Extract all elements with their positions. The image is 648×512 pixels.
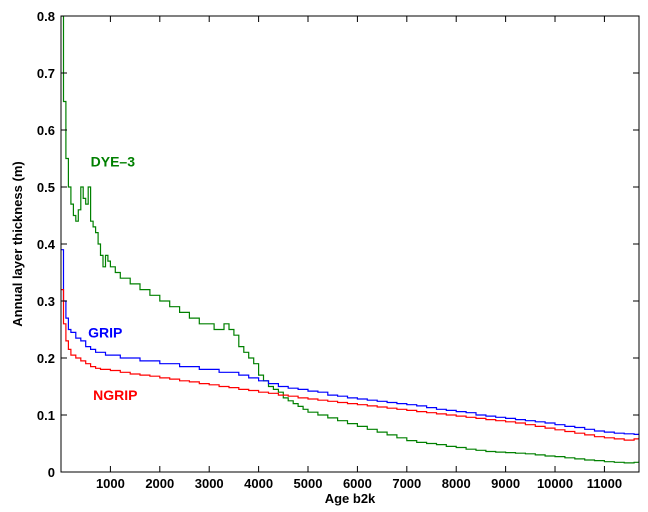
y-tick-label: 0.3 xyxy=(37,294,55,309)
series-line-dye-3 xyxy=(61,16,639,464)
x-axis-title: Age b2k xyxy=(325,491,376,506)
x-tick-label: 9000 xyxy=(491,476,520,491)
labels-layer: DYE–3 GRIP NGRIP xyxy=(88,153,137,403)
y-tick-label: 0.4 xyxy=(37,237,56,252)
series-label-ngrip: NGRIP xyxy=(93,387,137,403)
y-axis-title: Annual layer thickness (m) xyxy=(10,161,25,326)
y-tick-label: 0.8 xyxy=(37,9,55,24)
y-tick-label: 0.2 xyxy=(37,351,55,366)
series-layer xyxy=(61,16,639,464)
y-tick-label: 0.1 xyxy=(37,408,55,423)
ticks-layer: 1000 2000 3000 4000 5000 6000 7000 8000 9000 1000… xyxy=(37,9,639,491)
x-tick-label: 2000 xyxy=(145,476,174,491)
x-tick-label: 6000 xyxy=(343,476,372,491)
series-label-grip: GRIP xyxy=(88,324,122,340)
x-tick-label: 1000 xyxy=(96,476,125,491)
y-tick-label: 0.6 xyxy=(37,123,55,138)
x-tick-label: 8000 xyxy=(442,476,471,491)
y-tick-label: 0.5 xyxy=(37,180,55,195)
series-line-ngrip xyxy=(61,289,639,441)
series-label-dye-3: DYE–3 xyxy=(91,153,136,169)
x-tick-label: 3000 xyxy=(195,476,224,491)
series-line-grip xyxy=(61,249,639,435)
x-tick-label: 7000 xyxy=(392,476,421,491)
y-tick-label: 0.7 xyxy=(37,66,55,81)
x-tick-label: 5000 xyxy=(294,476,323,491)
x-tick-label: 11000 xyxy=(587,476,622,491)
x-tick-label: 10000 xyxy=(537,476,573,491)
x-tick-label: 4000 xyxy=(244,476,273,491)
y-tick-label: 0 xyxy=(48,465,55,480)
